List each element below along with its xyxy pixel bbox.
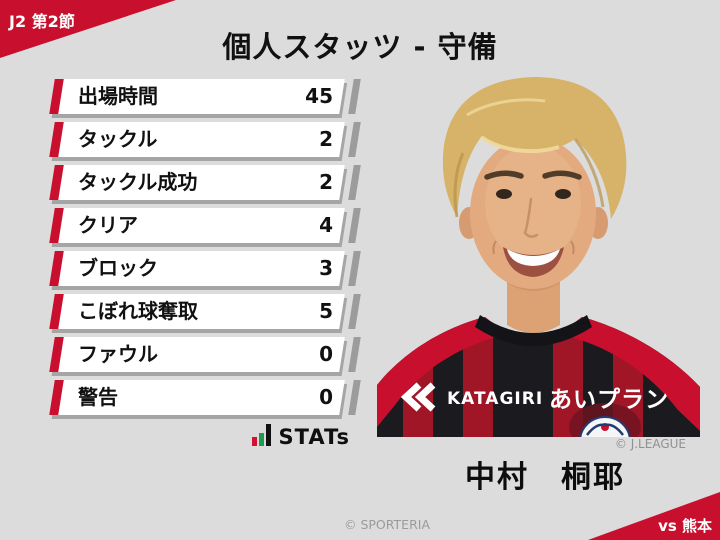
bar-slash-decoration: [348, 380, 361, 415]
bar-slash-decoration: [348, 251, 361, 286]
bar-slash-decoration: [348, 122, 361, 157]
bar-chart-icon: [251, 424, 271, 446]
stat-label: タックル: [78, 127, 158, 151]
stat-row: 出場時間 45: [49, 79, 361, 122]
player-photo: KATAGIRI あいプラン: [377, 75, 700, 437]
club-crest: [579, 416, 631, 437]
hair: [442, 77, 627, 219]
sporteria-credit: © SPORTERIA: [343, 517, 431, 532]
right-eyebrow: [542, 170, 582, 180]
bar-slash-decoration: [348, 208, 361, 243]
stat-value: 5: [319, 299, 333, 323]
opponent-badge: vs 熊本: [658, 517, 712, 535]
bar-slash-decoration: [348, 165, 361, 200]
stat-row: タックル 2: [49, 122, 361, 165]
stats-logo-text: STATs: [278, 425, 350, 449]
jersey-sponsor-right: あいプラン: [549, 387, 669, 413]
player-portrait-illustration: KATAGIRI あいプラン: [377, 77, 700, 437]
stat-label: 警告: [78, 385, 118, 409]
player-head: [442, 77, 627, 289]
bar-slash-decoration: [348, 337, 361, 372]
katagiri-chevron-icon: [400, 382, 436, 412]
stat-row: ファウル 0: [49, 337, 361, 380]
mouth: [492, 240, 575, 277]
left-eye: [496, 189, 512, 199]
stat-row: タックル成功 2: [49, 165, 361, 208]
stat-label: ブロック: [78, 256, 158, 280]
nose: [523, 197, 539, 238]
right-eye: [555, 189, 571, 199]
page-title: 個人スタッツ - 守備: [222, 30, 498, 64]
bar-slash-decoration: [348, 79, 361, 114]
stat-row: クリア 4: [49, 208, 361, 251]
stat-value: 0: [319, 385, 333, 409]
jersey-sponsor-left: KATAGIRI: [447, 389, 543, 409]
stat-label: こぼれ球奪取: [78, 299, 198, 323]
stat-label: タックル成功: [78, 170, 198, 194]
stat-row: ブロック 3: [49, 251, 361, 294]
bar-slash-decoration: [348, 294, 361, 329]
player-jersey: KATAGIRI あいプラン: [377, 315, 700, 437]
stat-value: 45: [305, 84, 333, 108]
bottom-right-ribbon: vs 熊本: [588, 492, 720, 540]
stat-value: 2: [319, 127, 333, 151]
stat-row: こぼれ球奪取 5: [49, 294, 361, 337]
stat-label: 出場時間: [78, 84, 158, 108]
stat-value: 2: [319, 170, 333, 194]
stat-label: ファウル: [78, 342, 158, 366]
stats-logo: STATs: [52, 424, 350, 449]
photo-credit: © J.LEAGUE: [614, 437, 686, 451]
stat-label: クリア: [78, 213, 138, 237]
stat-value: 3: [319, 256, 333, 280]
stat-row: 警告 0: [49, 380, 361, 423]
matchday-badge: J2 第2節: [9, 12, 75, 31]
stats-list: 出場時間 45 タックル 2 タックル成功 2 クリア 4: [49, 79, 361, 423]
left-eyebrow: [484, 170, 524, 180]
stat-value: 0: [319, 342, 333, 366]
stat-value: 4: [319, 213, 333, 237]
player-name: 中村 桐耶: [465, 460, 625, 495]
